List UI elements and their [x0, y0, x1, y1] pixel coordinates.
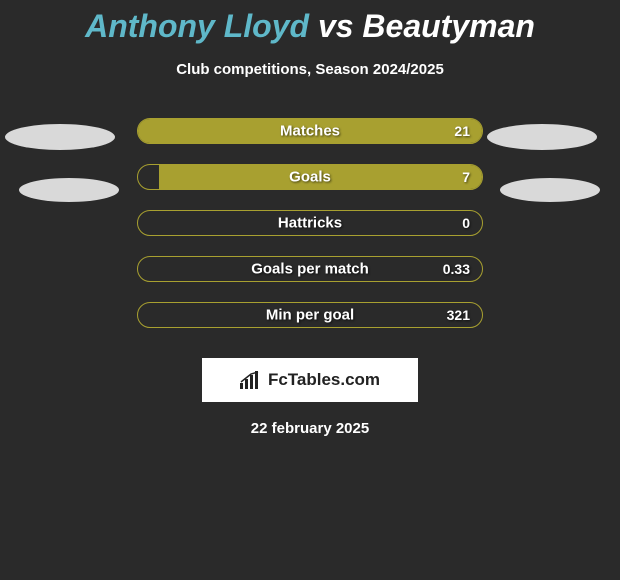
decorative-ellipse — [487, 124, 597, 150]
bar-label: Min per goal — [266, 307, 354, 324]
stat-row: Hattricks 0 — [0, 200, 620, 246]
bar-value-right: 0 — [462, 215, 470, 231]
decorative-ellipse — [5, 124, 115, 150]
chart-icon — [240, 371, 262, 389]
bar-track: Min per goal 321 — [137, 302, 483, 328]
comparison-title: Anthony Lloyd vs Beautyman — [0, 0, 620, 45]
subtitle: Club competitions, Season 2024/2025 — [0, 61, 620, 78]
decorative-ellipse — [500, 178, 600, 202]
bar-label: Matches — [280, 123, 340, 140]
stat-row: Goals per match 0.33 — [0, 246, 620, 292]
bar-track: Matches 21 — [137, 118, 483, 144]
decorative-ellipse — [19, 178, 119, 202]
bar-track: Goals 7 — [137, 164, 483, 190]
vs-text: vs — [309, 8, 362, 44]
stat-row: Min per goal 321 — [0, 292, 620, 338]
date-text: 22 february 2025 — [0, 420, 620, 437]
bar-track: Hattricks 0 — [137, 210, 483, 236]
bar-label: Goals per match — [251, 261, 369, 278]
bar-value-right: 321 — [447, 307, 470, 323]
bar-label: Goals — [289, 169, 331, 186]
bar-value-right: 7 — [462, 169, 470, 185]
bar-label: Hattricks — [278, 215, 342, 232]
player1-name: Anthony Lloyd — [85, 8, 309, 44]
logo-box: FcTables.com — [202, 358, 418, 402]
player2-name: Beautyman — [362, 8, 535, 44]
bar-track: Goals per match 0.33 — [137, 256, 483, 282]
bar-value-right: 21 — [454, 123, 470, 139]
bar-value-right: 0.33 — [443, 261, 470, 277]
logo-text: FcTables.com — [268, 370, 380, 390]
